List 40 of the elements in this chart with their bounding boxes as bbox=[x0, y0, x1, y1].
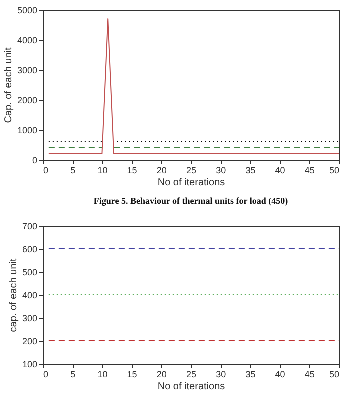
y-tick-label: 4000 bbox=[17, 36, 38, 46]
x-tick-label: 50 bbox=[329, 166, 340, 176]
y-axis-title: Cap. of each unit bbox=[3, 47, 14, 124]
x-tick-label: 50 bbox=[329, 370, 340, 380]
x-tick-label: 40 bbox=[275, 166, 286, 176]
x-tick-label: 20 bbox=[156, 370, 167, 380]
x-tick-label: 10 bbox=[98, 370, 108, 380]
y-tick-label: 0 bbox=[32, 156, 38, 166]
x-axis-title: No of iterations bbox=[158, 178, 226, 188]
x-tick-label: 40 bbox=[275, 370, 286, 380]
y-axis-title: cap. of each unit bbox=[8, 258, 20, 332]
x-tick-label: 5 bbox=[70, 370, 76, 380]
x-tick-label: 35 bbox=[246, 370, 256, 380]
y-tick-label: 1000 bbox=[17, 126, 38, 136]
x-tick-label: 15 bbox=[127, 370, 138, 380]
y-tick-label: 200 bbox=[22, 336, 38, 346]
y-tick-label: 300 bbox=[22, 314, 38, 324]
y-tick-label: 500 bbox=[22, 268, 38, 278]
x-tick-label: 0 bbox=[44, 370, 49, 380]
y-tick-label: 5000 bbox=[17, 6, 38, 16]
x-tick-label: 10 bbox=[98, 166, 108, 176]
x-tick-label: 30 bbox=[216, 166, 226, 176]
x-tick-label: 15 bbox=[127, 166, 138, 176]
x-tick-label: 25 bbox=[186, 166, 197, 176]
y-tick-label: 100 bbox=[22, 360, 38, 370]
x-tick-label: 5 bbox=[70, 166, 76, 176]
y-tick-label: 700 bbox=[22, 222, 38, 232]
y-tick-label: 3000 bbox=[17, 66, 38, 76]
x-tick-label: 25 bbox=[186, 370, 197, 380]
x-axis-title: No of iterations bbox=[158, 382, 226, 392]
y-tick-label: 2000 bbox=[17, 96, 38, 106]
x-tick-label: 0 bbox=[44, 166, 49, 176]
x-tick-label: 20 bbox=[156, 166, 167, 176]
y-tick-label: 600 bbox=[22, 244, 38, 254]
x-tick-label: 45 bbox=[304, 166, 315, 176]
y-tick-label: 400 bbox=[22, 290, 38, 300]
x-tick-label: 35 bbox=[246, 166, 256, 176]
x-tick-label: 30 bbox=[216, 370, 226, 380]
x-tick-label: 45 bbox=[304, 370, 315, 380]
caption: Figure 5. Behaviour of thermal units for load (450) bbox=[94, 196, 288, 206]
